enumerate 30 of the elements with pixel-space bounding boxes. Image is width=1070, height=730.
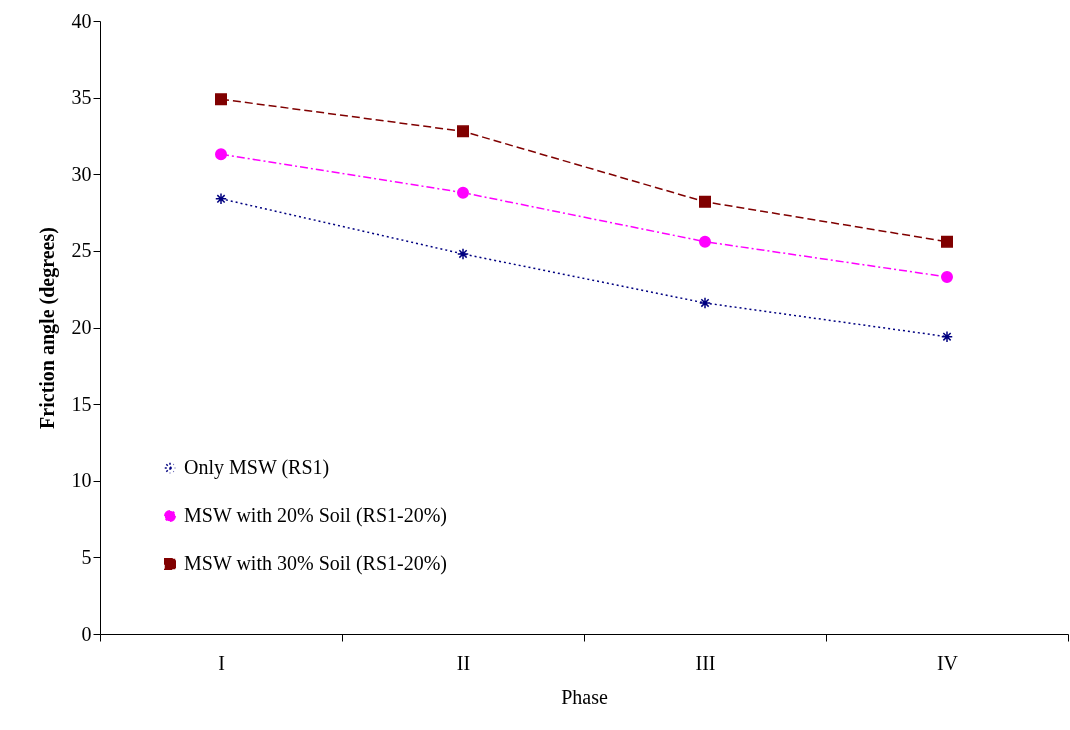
point <box>457 186 469 199</box>
x-tick-label: II <box>456 651 471 674</box>
y-tick-label: 0 <box>81 622 92 645</box>
legend-label: MSW with 30% Soil (RS1-20%) <box>184 552 447 575</box>
x-tick-label: III <box>695 651 716 674</box>
point <box>215 93 227 106</box>
x-axis-title: Phase <box>561 685 608 708</box>
point <box>941 270 953 283</box>
y-tick-label: 15 <box>71 392 92 415</box>
point <box>699 235 711 248</box>
point <box>699 195 711 208</box>
point <box>457 125 469 138</box>
y-axis-title: Friction angle (degrees) <box>35 227 59 429</box>
y-tick-label: 40 <box>71 9 92 32</box>
x-tick-label: I <box>218 651 225 674</box>
y-tick-label: 25 <box>71 239 92 262</box>
legend-label: MSW with 20% Soil (RS1-20%) <box>184 504 447 527</box>
point <box>215 192 227 205</box>
y-tick-label: 35 <box>71 86 92 109</box>
y-tick-label: 5 <box>81 545 92 568</box>
point <box>941 235 953 248</box>
legend-label: Only MSW (RS1) <box>184 456 330 479</box>
point <box>215 148 227 161</box>
y-tick-label: 30 <box>71 162 92 185</box>
point <box>941 330 953 343</box>
y-tick-label: 20 <box>71 316 92 338</box>
point <box>699 296 711 309</box>
y-tick-label: 10 <box>71 469 92 492</box>
x-tick-label: IV <box>936 651 959 674</box>
point <box>457 247 469 260</box>
